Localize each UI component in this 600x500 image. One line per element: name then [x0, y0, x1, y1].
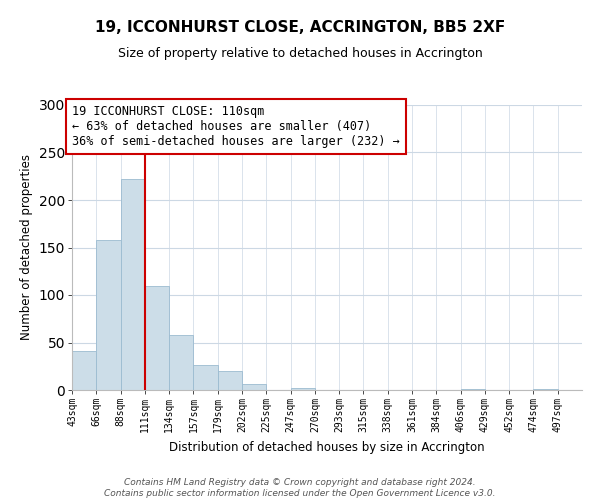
Bar: [533, 389, 558, 390]
Bar: [461, 389, 485, 390]
Bar: [145, 286, 169, 390]
Bar: [193, 366, 218, 390]
Bar: [218, 371, 242, 390]
X-axis label: Distribution of detached houses by size in Accrington: Distribution of detached houses by size …: [169, 440, 485, 454]
Text: 19 ICCONHURST CLOSE: 110sqm
← 63% of detached houses are smaller (407)
36% of se: 19 ICCONHURST CLOSE: 110sqm ← 63% of det…: [72, 105, 400, 148]
Text: 19, ICCONHURST CLOSE, ACCRINGTON, BB5 2XF: 19, ICCONHURST CLOSE, ACCRINGTON, BB5 2X…: [95, 20, 505, 35]
Bar: [169, 335, 193, 390]
Bar: [72, 351, 96, 390]
Bar: [290, 388, 315, 390]
Bar: [96, 240, 121, 390]
Bar: [242, 384, 266, 390]
Text: Contains HM Land Registry data © Crown copyright and database right 2024.
Contai: Contains HM Land Registry data © Crown c…: [104, 478, 496, 498]
Text: Size of property relative to detached houses in Accrington: Size of property relative to detached ho…: [118, 48, 482, 60]
Y-axis label: Number of detached properties: Number of detached properties: [20, 154, 33, 340]
Bar: [121, 179, 145, 390]
